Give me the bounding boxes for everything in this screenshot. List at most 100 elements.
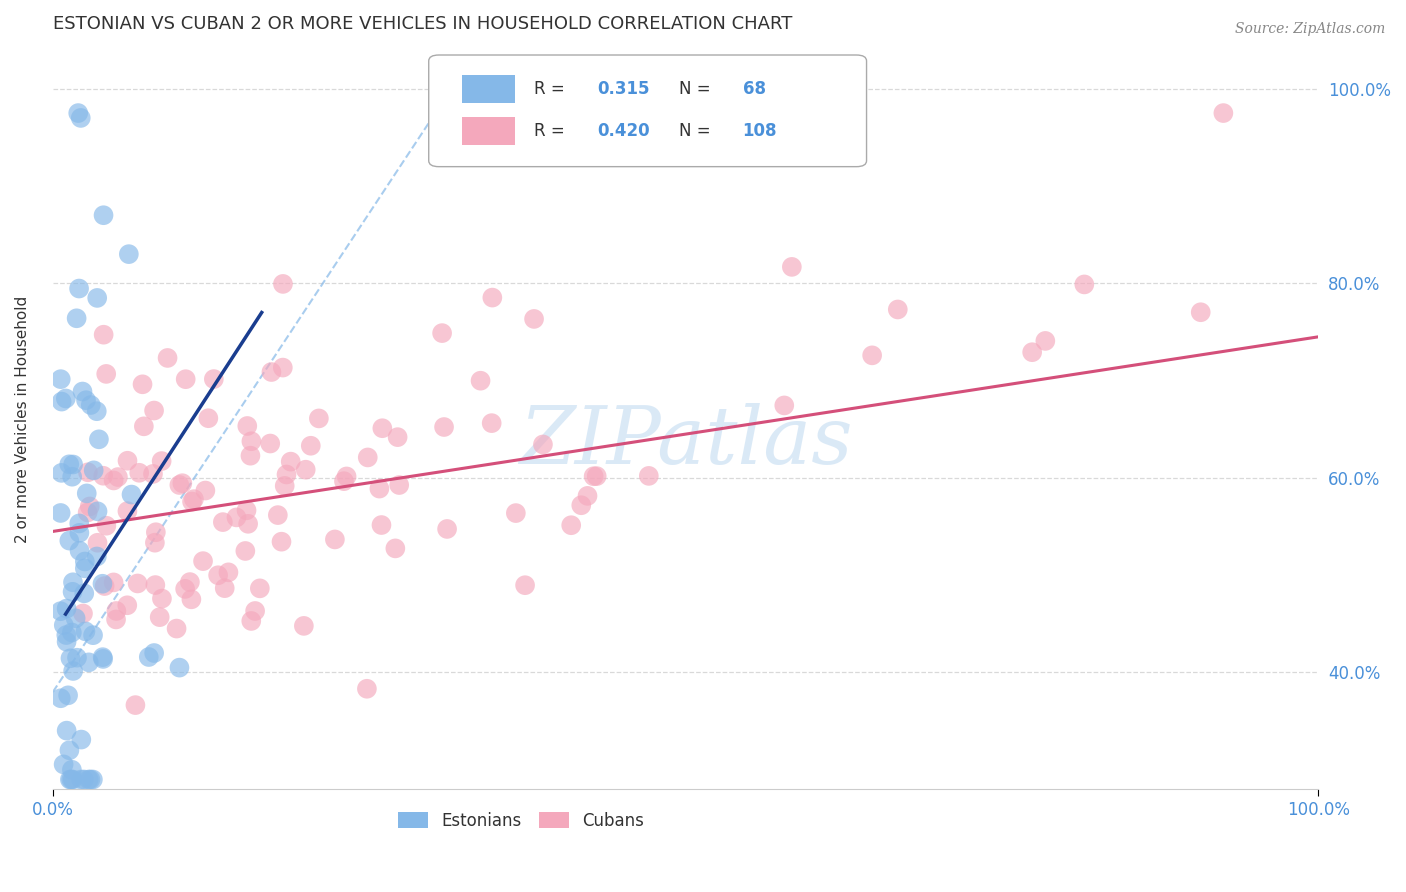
Point <box>105 604 128 618</box>
Point <box>145 525 167 540</box>
Point <box>117 599 139 613</box>
Point <box>384 541 406 556</box>
Point <box>73 561 96 575</box>
Point <box>65 311 87 326</box>
Point <box>240 434 263 449</box>
Point <box>174 372 197 386</box>
Text: 68: 68 <box>742 80 765 98</box>
Point <box>91 650 114 665</box>
FancyBboxPatch shape <box>461 117 515 145</box>
Point <box>172 476 194 491</box>
Point <box>1033 334 1056 348</box>
Point <box>143 578 166 592</box>
Point <box>93 327 115 342</box>
Point <box>430 326 453 340</box>
Point <box>236 419 259 434</box>
Text: N =: N = <box>679 80 716 98</box>
Point <box>585 469 607 483</box>
Point <box>86 291 108 305</box>
Point <box>388 478 411 492</box>
Point <box>87 432 110 446</box>
Point <box>308 411 330 425</box>
Point <box>243 604 266 618</box>
Point <box>505 506 527 520</box>
Point <box>91 652 114 666</box>
Point <box>271 277 294 291</box>
Point <box>323 533 346 547</box>
Point <box>180 592 202 607</box>
Point <box>481 291 503 305</box>
Point <box>127 576 149 591</box>
Text: ZIPatlas: ZIPatlas <box>519 403 852 481</box>
Point <box>76 505 98 519</box>
Point <box>67 106 90 120</box>
Point <box>274 479 297 493</box>
Point <box>55 634 77 648</box>
Y-axis label: 2 or more Vehicles in Household: 2 or more Vehicles in Household <box>15 296 30 543</box>
Point <box>118 247 141 261</box>
Point <box>56 689 79 703</box>
Point <box>576 489 599 503</box>
Point <box>531 437 554 451</box>
Point <box>77 772 100 787</box>
Point <box>55 601 77 615</box>
Point <box>267 508 290 522</box>
Point <box>67 525 90 540</box>
Point <box>51 466 73 480</box>
Point <box>49 506 72 520</box>
Legend: Estonians, Cubans: Estonians, Cubans <box>392 805 651 837</box>
Point <box>239 449 262 463</box>
Point <box>143 646 166 660</box>
Point <box>202 372 225 386</box>
Point <box>887 302 910 317</box>
Point <box>387 430 409 444</box>
Point <box>70 732 93 747</box>
Point <box>433 420 456 434</box>
Point <box>77 656 100 670</box>
Point <box>259 436 281 450</box>
Point <box>82 628 104 642</box>
Point <box>181 494 204 508</box>
Point <box>86 535 108 549</box>
Point <box>169 478 191 492</box>
Point <box>131 377 153 392</box>
Point <box>75 624 97 639</box>
Point <box>236 516 259 531</box>
Point <box>77 465 100 479</box>
Point <box>67 516 90 531</box>
Point <box>436 522 458 536</box>
Point <box>103 575 125 590</box>
Text: ESTONIAN VS CUBAN 2 OR MORE VEHICLES IN HOUSEHOLD CORRELATION CHART: ESTONIAN VS CUBAN 2 OR MORE VEHICLES IN … <box>53 15 793 33</box>
Point <box>211 515 233 529</box>
Point <box>569 498 592 512</box>
Point <box>62 575 84 590</box>
Point <box>582 469 605 483</box>
Point <box>55 628 77 642</box>
Point <box>83 463 105 477</box>
Point <box>103 474 125 488</box>
FancyBboxPatch shape <box>461 75 515 103</box>
Point <box>117 504 139 518</box>
Point <box>194 483 217 498</box>
Point <box>166 622 188 636</box>
Point <box>93 579 115 593</box>
Point <box>156 351 179 365</box>
Point <box>370 518 392 533</box>
Text: N =: N = <box>679 122 716 140</box>
Point <box>860 348 883 362</box>
Point <box>142 467 165 481</box>
Point <box>72 384 94 399</box>
Point <box>356 681 378 696</box>
Point <box>773 399 796 413</box>
Point <box>169 660 191 674</box>
Point <box>1212 106 1234 120</box>
Point <box>235 503 257 517</box>
Point <box>260 365 283 379</box>
Point <box>60 772 83 787</box>
Text: R =: R = <box>534 80 569 98</box>
Point <box>58 743 80 757</box>
Point <box>73 554 96 568</box>
Point <box>249 582 271 596</box>
Point <box>150 454 173 468</box>
Point <box>357 450 380 465</box>
